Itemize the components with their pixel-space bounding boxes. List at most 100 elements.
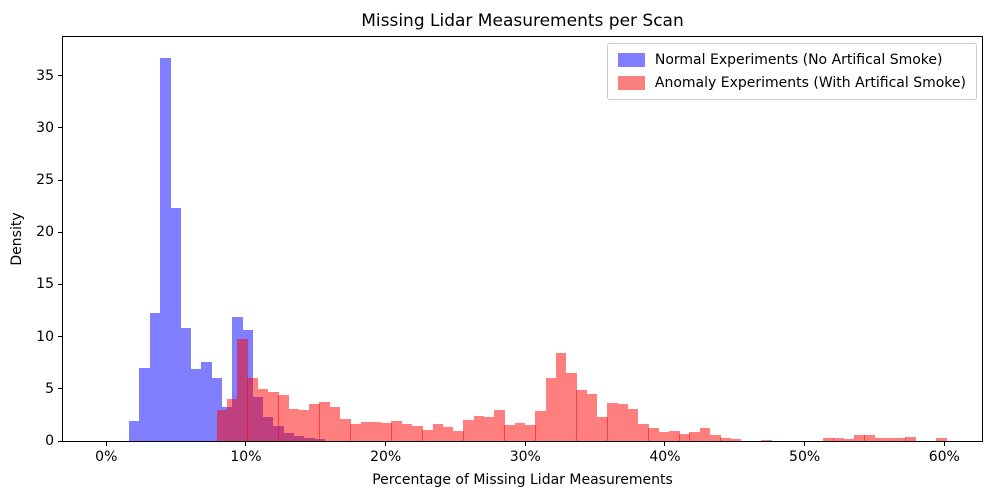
anomaly-hist-bar bbox=[843, 438, 855, 441]
anomaly-hist-bar bbox=[257, 388, 269, 441]
x-tick-label: 60% bbox=[928, 449, 960, 465]
anomaly-hist-bar bbox=[370, 421, 382, 441]
anomaly-hist-bar bbox=[329, 406, 341, 441]
anomaly-hist-bar bbox=[473, 415, 485, 441]
anomaly-hist-bar bbox=[391, 420, 402, 441]
normal-hist-bar bbox=[129, 421, 140, 441]
x-tick-mark bbox=[943, 442, 945, 446]
x-tick-label: 30% bbox=[509, 449, 541, 465]
normal-hist-bar bbox=[139, 367, 151, 441]
anomaly-hist-bar bbox=[309, 404, 320, 441]
y-axis-label: Density bbox=[9, 212, 25, 266]
anomaly-hist-bar bbox=[453, 431, 464, 441]
anomaly-hist-bar bbox=[226, 399, 238, 441]
legend-label: Normal Experiments (No Artifical Smoke) bbox=[654, 52, 943, 68]
x-tick-label: 0% bbox=[95, 449, 118, 465]
legend-swatch-icon bbox=[617, 76, 645, 90]
anomaly-hist-bar bbox=[494, 409, 505, 441]
normal-hist-bar bbox=[201, 361, 212, 441]
anomaly-hist-bar bbox=[658, 431, 670, 441]
x-tick-mark bbox=[105, 442, 107, 446]
anomaly-hist-bar bbox=[668, 430, 680, 441]
anomaly-hist-bar bbox=[350, 423, 361, 441]
anomaly-hist-bar bbox=[689, 431, 701, 441]
normal-hist-bar bbox=[180, 328, 192, 441]
x-axis-label: Percentage of Missing Lidar Measurements bbox=[372, 472, 673, 488]
anomaly-hist-bar bbox=[895, 437, 906, 441]
y-tick-label: 30 bbox=[36, 119, 54, 136]
y-tick-label: 5 bbox=[45, 380, 54, 397]
anomaly-hist-bar bbox=[360, 421, 372, 441]
y-tick-mark bbox=[58, 75, 62, 77]
x-tick-mark bbox=[804, 442, 806, 446]
normal-hist-bar bbox=[190, 368, 202, 441]
anomaly-hist-bar bbox=[298, 409, 310, 441]
x-tick-label: 40% bbox=[649, 449, 681, 465]
y-tick-label: 15 bbox=[36, 276, 54, 293]
y-tick-mark bbox=[58, 388, 62, 390]
normal-hist-bar bbox=[160, 57, 171, 441]
y-tick-mark bbox=[58, 179, 62, 181]
x-tick-mark bbox=[245, 442, 247, 446]
y-tick-mark bbox=[58, 283, 62, 285]
anomaly-hist-bar bbox=[442, 426, 454, 441]
anomaly-hist-bar bbox=[278, 395, 289, 441]
legend: Normal Experiments (No Artifical Smoke) A… bbox=[606, 43, 977, 100]
x-tick-mark bbox=[524, 442, 526, 446]
anomaly-hist-bar bbox=[864, 434, 875, 441]
y-tick-label: 35 bbox=[36, 67, 54, 84]
anomaly-hist-bar bbox=[617, 404, 629, 441]
anomaly-hist-bar bbox=[566, 373, 577, 441]
histogram-bars bbox=[63, 37, 982, 441]
anomaly-hist-bar bbox=[535, 410, 546, 441]
anomaly-hist-bar bbox=[936, 437, 947, 441]
anomaly-hist-bar bbox=[730, 438, 742, 441]
x-tick-label: 10% bbox=[230, 449, 262, 465]
anomaly-hist-bar bbox=[555, 353, 567, 441]
anomaly-hist-bar bbox=[761, 439, 773, 441]
plot-area: Normal Experiments (No Artifical Smoke) A… bbox=[62, 36, 983, 442]
anomaly-hist-bar bbox=[905, 437, 916, 441]
anomaly-hist-bar bbox=[525, 425, 536, 441]
y-tick-mark bbox=[58, 336, 62, 338]
anomaly-hist-bar bbox=[401, 423, 413, 441]
normal-hist-bar bbox=[149, 312, 161, 441]
anomaly-hist-bar bbox=[576, 389, 587, 441]
y-tick-label: 10 bbox=[36, 328, 54, 345]
x-tick-mark bbox=[664, 442, 666, 446]
anomaly-hist-bar bbox=[638, 424, 649, 441]
anomaly-hist-bar bbox=[586, 394, 598, 441]
anomaly-hist-bar bbox=[648, 428, 659, 441]
chart-title: Missing Lidar Measurements per Scan bbox=[361, 11, 684, 31]
anomaly-hist-bar bbox=[319, 402, 330, 441]
y-tick-mark bbox=[58, 440, 62, 442]
anomaly-hist-bar bbox=[268, 391, 279, 441]
y-tick-label: 0 bbox=[45, 433, 54, 449]
anomaly-hist-bar bbox=[596, 417, 608, 441]
x-tick-mark bbox=[385, 442, 387, 446]
anomaly-hist-bar bbox=[853, 435, 865, 441]
legend-swatch-icon bbox=[617, 53, 645, 67]
anomaly-hist-bar bbox=[720, 437, 731, 441]
y-tick-mark bbox=[58, 127, 62, 129]
anomaly-hist-bar bbox=[874, 438, 886, 441]
anomaly-hist-bar bbox=[710, 434, 721, 441]
anomaly-hist-bar bbox=[463, 420, 474, 441]
anomaly-hist-bar bbox=[627, 408, 639, 441]
y-tick-label: 20 bbox=[36, 224, 54, 241]
anomaly-hist-bar bbox=[288, 408, 300, 441]
anomaly-hist-bar bbox=[237, 338, 248, 441]
anomaly-hist-bar bbox=[422, 429, 433, 441]
anomaly-hist-bar bbox=[381, 422, 392, 441]
legend-entry-anomaly: Anomaly Experiments (With Artifical Smok… bbox=[617, 75, 966, 91]
anomaly-hist-bar bbox=[339, 419, 351, 441]
anomaly-hist-bar bbox=[679, 433, 690, 441]
anomaly-hist-bar bbox=[884, 438, 896, 441]
y-tick-label: 25 bbox=[36, 172, 54, 189]
anomaly-hist-bar bbox=[823, 438, 834, 441]
anomaly-hist-bar bbox=[514, 423, 526, 441]
anomaly-hist-bar bbox=[504, 425, 516, 441]
y-tick-mark bbox=[58, 231, 62, 233]
anomaly-hist-bar bbox=[833, 437, 844, 441]
